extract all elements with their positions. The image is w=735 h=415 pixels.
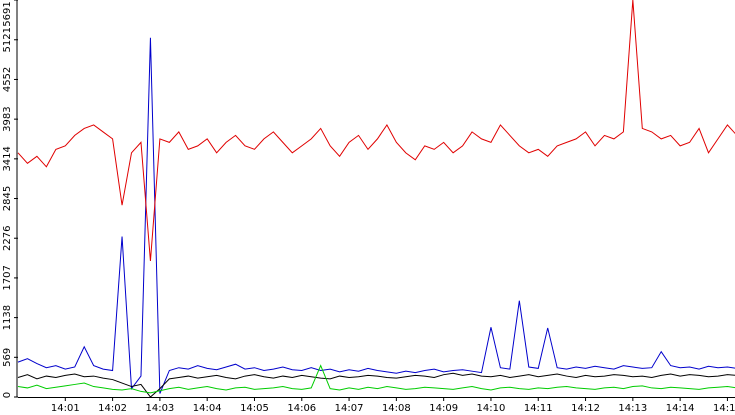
y-tick-label: 5121	[2, 27, 13, 52]
x-tick-label: 14:09	[429, 403, 458, 414]
y-tick-label: 3983	[2, 106, 13, 131]
x-tick-label: 14:14	[666, 403, 695, 414]
y-tick-label: 1707	[2, 265, 13, 290]
x-tick-label: 14:07	[335, 403, 364, 414]
series-line	[17, 0, 735, 262]
y-tick-label: 569	[2, 348, 13, 367]
y-tick-label: 3414	[2, 146, 13, 171]
y-tick-label: 4552	[2, 67, 13, 92]
x-tick-label: 14:12	[571, 403, 600, 414]
x-tick-label: 14:02	[98, 403, 127, 414]
y-tick-label: 5691	[2, 1, 13, 26]
y-tick-label: 1138	[2, 305, 13, 330]
x-tick-label: 14:04	[193, 403, 222, 414]
x-tick-label: 14:06	[287, 403, 316, 414]
y-tick-label: 0	[2, 392, 13, 398]
y-tick-label: 2276	[2, 226, 13, 251]
x-tick-label: 14:03	[145, 403, 174, 414]
x-tick-label: 14:11	[524, 403, 553, 414]
x-tick-label: 14:05	[240, 403, 269, 414]
x-tick-label: 14:13	[618, 403, 647, 414]
series-line	[17, 364, 735, 394]
series-line	[17, 37, 735, 394]
x-tick-label: 14:01	[51, 403, 80, 414]
series-line	[17, 372, 735, 398]
x-tick-label: 14:15	[713, 403, 735, 414]
y-tick-label: 2845	[2, 186, 13, 211]
x-tick-label: 14:08	[382, 403, 411, 414]
x-tick-label: 14:10	[477, 403, 506, 414]
